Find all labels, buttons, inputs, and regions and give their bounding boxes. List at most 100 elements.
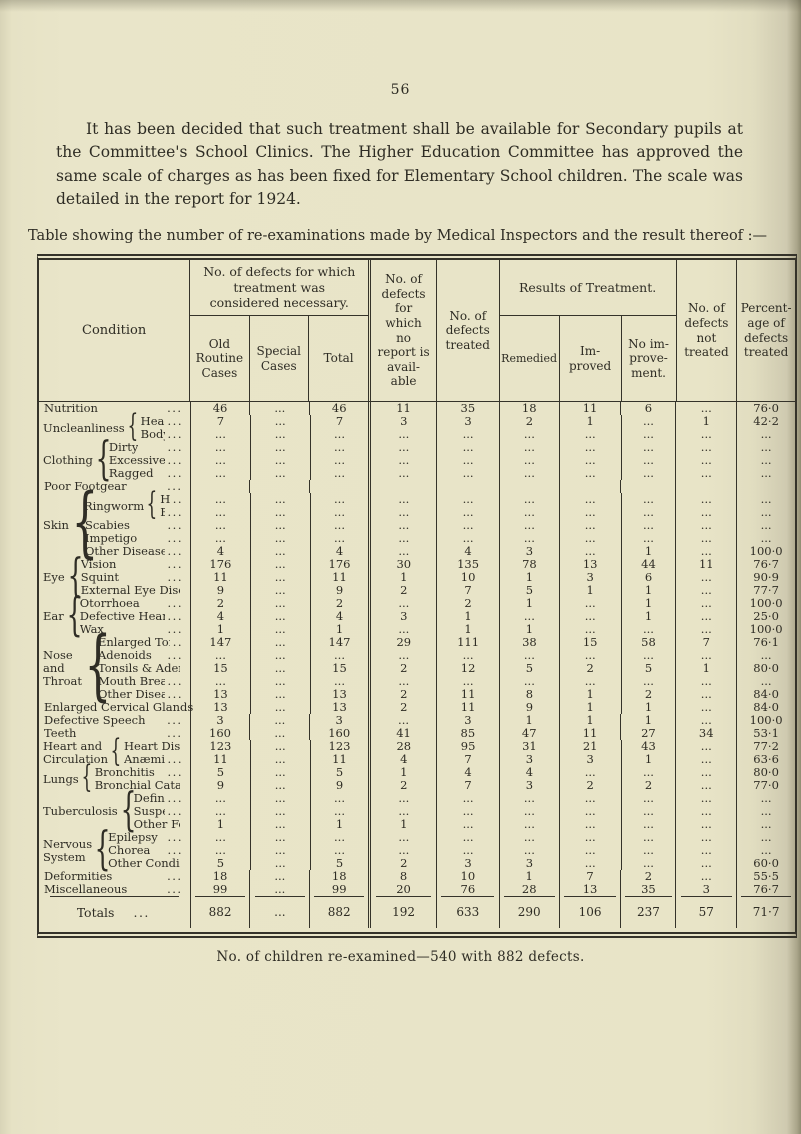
data-cell: ... [584,648,596,662]
data-cell: ... [643,817,654,831]
data-cell: ... [274,414,286,428]
data-cell: 1 [525,596,534,610]
data-cell: ... [700,765,712,779]
condition-group: Tuberculosis{Definite...Suspected...Othe… [39,786,190,832]
data-cell: ... [700,518,712,532]
data-cell: ... [398,505,410,519]
data-cell: ... [643,427,654,441]
data-cell: ... [398,830,410,844]
condition-label: Heart Disease [124,740,180,753]
data-cell: ... [760,817,772,831]
data-cell: 11 [213,752,228,766]
data-cell: 2 [644,778,653,792]
col-total: Total [323,351,354,366]
condition-label: Chorea... [108,843,183,857]
data-cell: 1 [525,570,534,584]
data-cell: 5 [525,583,534,597]
data-cell: 18 [331,869,347,883]
data-cell: 8 [525,687,534,701]
data-cell: 1 [586,687,594,701]
condition-label: Dirty... [108,440,183,454]
data-cell: 6 [644,401,653,415]
data-cell: ... [214,791,226,805]
data-cell: 1 [586,700,594,714]
data-cell: 160 [209,726,231,740]
data-cell: 35 [460,401,476,415]
data-cell: 2 [464,596,472,610]
data-cell: 5 [216,765,225,779]
data-cell: 135 [457,557,480,571]
data-cell: 84·0 [753,700,779,714]
data-cell: ... [398,804,410,818]
data-cell: 29 [396,635,412,649]
data-cell: 58 [641,635,656,649]
data-cell: 7 [702,635,710,649]
table-row: Nutrition... 46... 46 11 35 18 11 6... 76·0 [39,402,795,415]
data-cell: ... [462,830,474,844]
data-cell: ... [274,713,286,727]
totals-row: Totals... 882... 882 192 633 290 106 237 57 71·7 [39,896,795,928]
data-cell: 5 [525,661,534,675]
col-condition: Condition [39,260,191,401]
data-cell: 99 [331,882,347,896]
data-cell: ... [214,843,226,857]
data-cell: ... [274,492,286,506]
data-cell: ... [523,518,535,532]
data-cell: 10 [460,570,476,584]
data-cell: 3 [702,882,710,896]
data-cell: ... [700,505,712,519]
table-row: Nervous System{Epilepsy... Chorea... Other… [39,825,795,871]
data-cell: 34 [698,726,714,740]
data-cell: 4 [335,609,344,623]
data-cell: ... [274,427,286,441]
data-cell: 76 [460,882,476,896]
data-cell: ... [274,622,286,636]
data-cell: 3 [464,856,472,870]
data-cell: ... [334,804,345,818]
data-cell: ... [398,492,410,506]
condition-label: Tonsils & Adenoids [97,662,180,675]
data-cell: 77·7 [753,583,779,597]
data-cell: 1 [702,414,710,428]
data-cell: ... [334,427,345,441]
data-cell: ... [274,531,286,545]
col-old-routine-cases: Old Routine Cases [190,316,250,401]
colgroup-treatment-necessary-title: No. of defects for which treatment was c… [190,260,369,316]
col-no-improvement: No im- prove- ment. [628,336,669,380]
data-cell: ... [700,804,712,818]
data-cell: 1 [702,661,710,675]
condition-label: Vision... [80,557,183,571]
data-cell: ... [274,817,286,831]
data-cell: 12 [460,661,476,675]
data-cell: 3 [525,778,534,792]
data-cell: ... [700,648,712,662]
data-cell: ... [760,466,772,480]
data-cell: 46 [331,401,347,415]
data-cell: ... [760,791,772,805]
data-cell: ... [700,674,712,688]
data-cell: 11 [582,401,598,415]
data-cell: ... [398,622,410,636]
data-cell: 15 [213,661,228,675]
condition-group: Lungs{Bronchitis...Bronchial Catarrh [39,762,190,793]
data-cell: 13 [582,557,598,571]
data-cell: 35 [641,882,656,896]
data-cell: ... [643,531,654,545]
condition-label: Miscellaneous... [44,882,183,896]
data-cell: 3 [335,713,343,727]
group-label: Lungs [43,771,79,786]
totals-cell: ... [274,905,286,919]
data-cell: 3 [525,544,534,558]
table-row: Deformities... 18... 18 8 10 1 7 2... 55·5 [39,870,795,883]
condition-group: Clothing{Dirty... Excessive... Ragged... [39,435,190,481]
data-cell: ... [274,830,286,844]
data-cell: 3 [464,713,472,727]
data-cell: ... [214,427,226,441]
data-cell: 2 [586,661,594,675]
data-cell: ... [398,440,410,454]
data-cell: ... [214,804,226,818]
data-cell: ... [700,869,712,883]
data-cell: 13 [332,687,347,701]
data-cell: 100·0 [749,713,783,727]
table-row: Enlarged Cervical Glands 13... 13 2 11 9 1 1...… [39,701,795,714]
